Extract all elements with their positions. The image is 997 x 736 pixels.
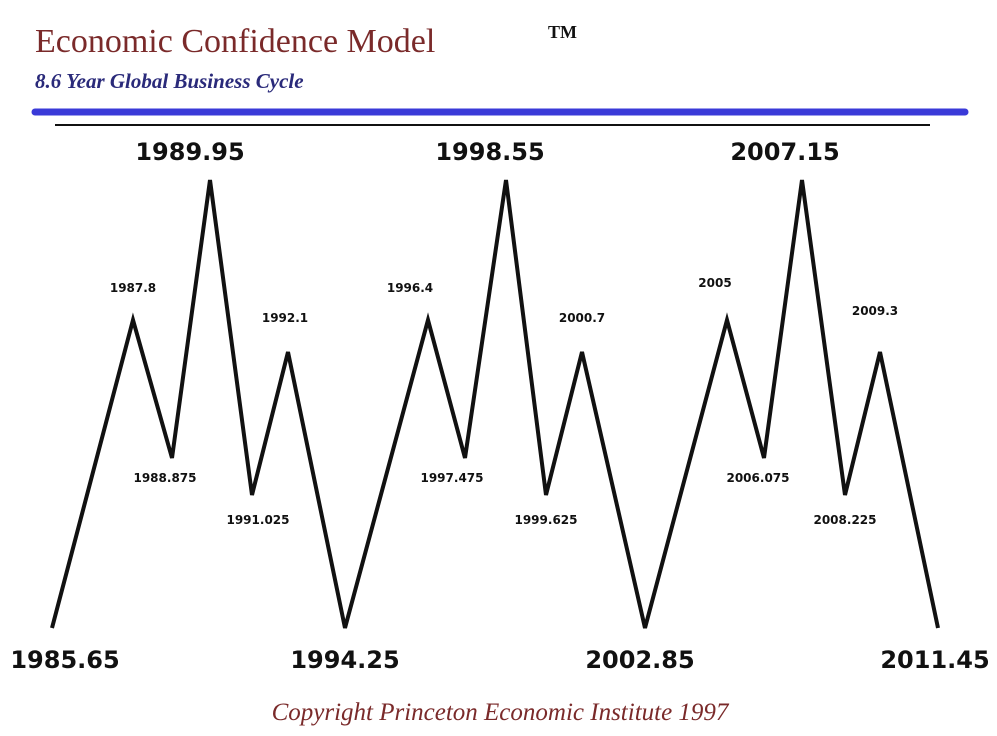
trademark: TM <box>548 22 577 42</box>
copyright: Copyright Princeton Economic Institute 1… <box>272 699 730 726</box>
node-label: 1997.475 <box>420 471 483 485</box>
node-label: 1998.55 <box>435 138 544 166</box>
node-label: 1992.1 <box>262 311 308 325</box>
node-label: 2002.85 <box>585 646 694 674</box>
node-label: 2000.7 <box>559 311 605 325</box>
node-label: 1985.65 <box>10 646 119 674</box>
cycle-line <box>50 179 940 629</box>
node-label: 2008.225 <box>813 513 876 527</box>
node-label: 2005 <box>698 276 731 290</box>
subtitle: 8.6 Year Global Business Cycle <box>35 69 304 93</box>
node-label: 2006.075 <box>726 471 789 485</box>
node-label: 1989.95 <box>135 138 244 166</box>
node-label: 1999.625 <box>514 513 577 527</box>
node-label: 1987.8 <box>110 281 156 295</box>
node-label: 1996.4 <box>387 281 433 295</box>
node-label: 1991.025 <box>226 513 289 527</box>
node-label: 1994.25 <box>290 646 399 674</box>
node-label: 2007.15 <box>730 138 839 166</box>
node-label: 1988.875 <box>133 471 196 485</box>
node-label: 2009.3 <box>852 304 898 318</box>
title: Economic Confidence Model <box>35 23 435 60</box>
node-label: 2011.45 <box>880 646 989 674</box>
